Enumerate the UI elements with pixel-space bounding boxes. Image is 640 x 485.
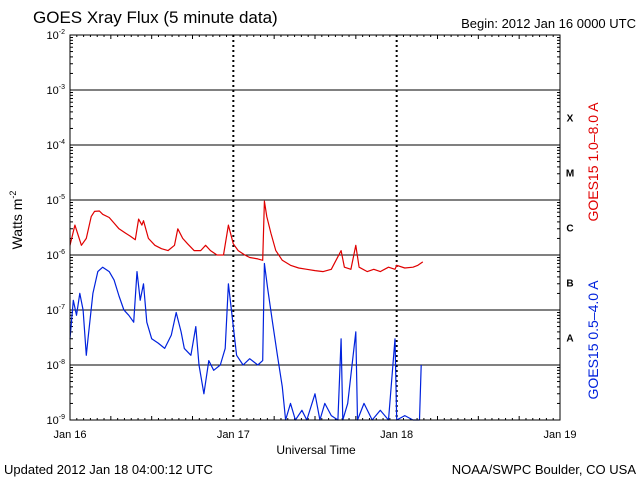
x-axis-label: Universal Time xyxy=(276,443,356,457)
y-tick-label-1e-2: 10-2 xyxy=(47,29,66,42)
series-line-1 xyxy=(69,200,424,273)
y-tick-label-1e-8: 10-8 xyxy=(47,359,66,372)
y-tick-label-1e-9: 10-9 xyxy=(47,414,66,427)
flare-class-m: M xyxy=(566,169,574,180)
y-tick-text: 10-8 xyxy=(47,359,66,372)
y-tick-text: 10-9 xyxy=(47,414,66,427)
y-tick-text: 10-3 xyxy=(47,84,66,97)
y-tick-mantissa: 10 xyxy=(47,250,59,262)
y-tick-mantissa: 10 xyxy=(47,85,59,97)
y-tick-exponent: -3 xyxy=(59,84,65,91)
y-tick-text: 10-6 xyxy=(47,249,66,262)
y-tick-label-1e-7: 10-7 xyxy=(47,304,66,317)
series-line-2 xyxy=(69,262,422,421)
x-tick-label-2: Jan 18 xyxy=(380,429,413,441)
y-axis-title-group: Watts m-2 xyxy=(8,191,25,250)
chart-title: GOES Xray Flux (5 minute data) xyxy=(33,8,278,27)
x-tick-label-0: Jan 16 xyxy=(53,429,86,441)
y-tick-exponent: -7 xyxy=(59,304,65,311)
x-tick-label-1: Jan 17 xyxy=(217,429,250,441)
series-1-label: GOES15 1.0–8.0 A xyxy=(585,102,601,222)
x-tick-label-3: Jan 19 xyxy=(543,429,576,441)
begin-label: Begin: 2012 Jan 16 0000 UTC xyxy=(461,16,636,31)
series-1-label-group: GOES15 1.0–8.0 A xyxy=(585,102,601,222)
plot-frame xyxy=(69,34,561,421)
y-tick-exponent: -8 xyxy=(59,359,65,366)
flare-class-c: C xyxy=(566,224,573,235)
flare-class-b: B xyxy=(566,279,573,290)
updated-label: Updated 2012 Jan 18 04:00:12 UTC xyxy=(4,462,213,477)
series-2-label: GOES15 0.5–4.0 A xyxy=(585,280,601,400)
y-tick-label-1e-5: 10-5 xyxy=(47,194,66,207)
y-tick-exponent: -9 xyxy=(59,414,65,421)
y-tick-mantissa: 10 xyxy=(47,195,59,207)
y-tick-mantissa: 10 xyxy=(47,30,59,42)
y-tick-label-1e-4: 10-4 xyxy=(47,139,66,152)
flare-class-x: X xyxy=(567,114,574,125)
y-axis-title-text: Watts m xyxy=(9,199,25,250)
y-tick-exponent: -4 xyxy=(59,139,65,146)
credit-label: NOAA/SWPC Boulder, CO USA xyxy=(452,462,637,477)
y-tick-label-1e-3: 10-3 xyxy=(47,84,66,97)
y-tick-exponent: -2 xyxy=(59,29,65,36)
y-tick-text: 10-2 xyxy=(47,29,66,42)
y-tick-text: 10-7 xyxy=(47,304,66,317)
y-tick-mantissa: 10 xyxy=(47,360,59,372)
y-tick-exponent: -6 xyxy=(59,249,65,256)
y-tick-mantissa: 10 xyxy=(47,140,59,152)
series-2-label-group: GOES15 0.5–4.0 A xyxy=(585,280,601,400)
y-tick-text: 10-5 xyxy=(47,194,66,207)
y-tick-exponent: -5 xyxy=(59,194,65,201)
y-tick-label-1e-6: 10-6 xyxy=(47,249,66,262)
y-axis-title-exponent: -2 xyxy=(8,191,18,199)
flare-class-a: A xyxy=(566,334,573,345)
y-tick-mantissa: 10 xyxy=(47,415,59,427)
y-tick-text: 10-4 xyxy=(47,139,66,152)
y-axis-title: Watts m-2 xyxy=(8,191,25,250)
y-tick-mantissa: 10 xyxy=(47,305,59,317)
